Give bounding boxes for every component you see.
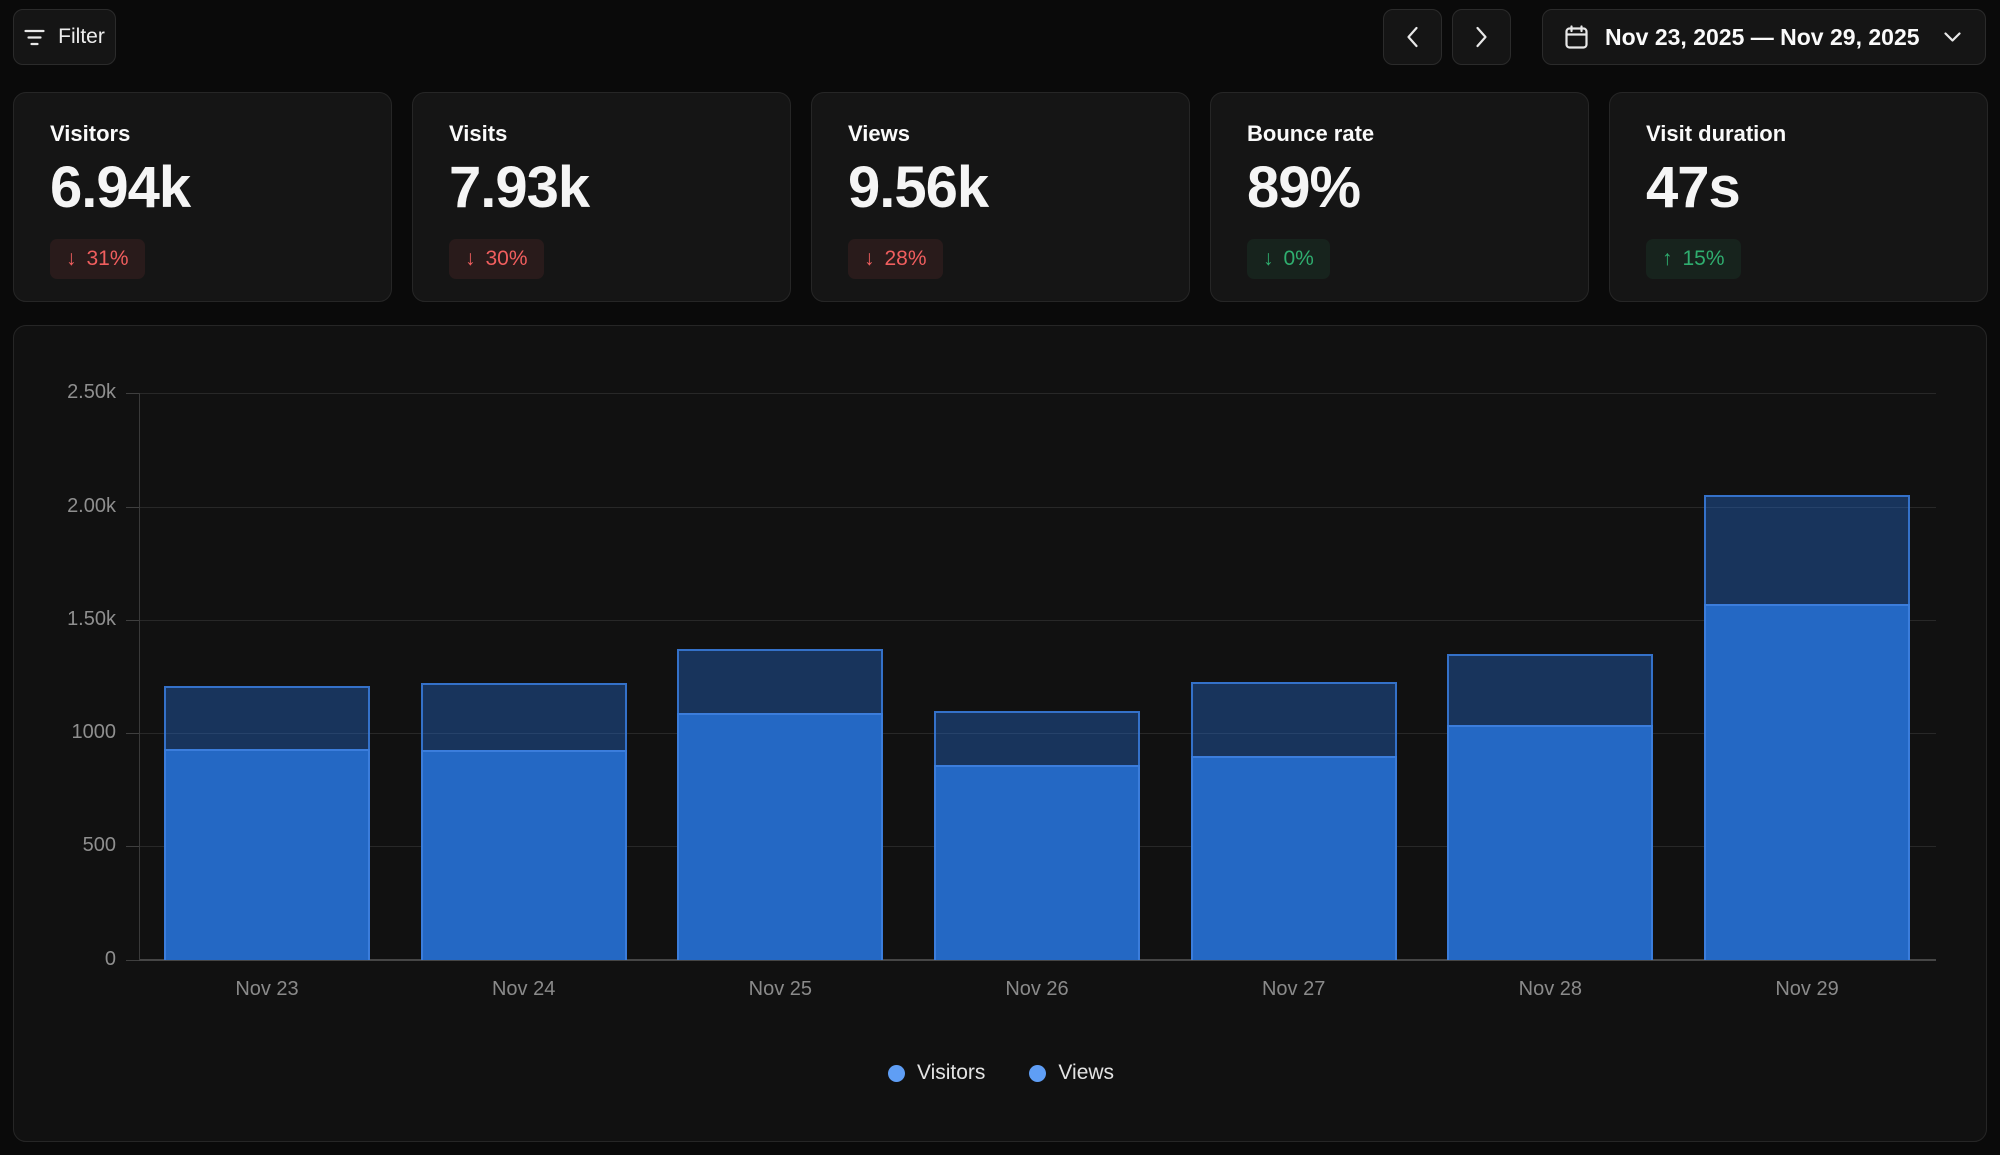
- y-tick: [126, 846, 139, 848]
- stat-card-visits[interactable]: Visits 7.93k ↓ 30%: [412, 92, 791, 302]
- x-axis-tick-label: Nov 26: [1005, 978, 1069, 1000]
- stat-card-title: Views: [848, 121, 910, 146]
- filter-icon: [24, 29, 45, 45]
- x-axis-tick-label: Nov 23: [235, 978, 299, 1000]
- stat-card-value: 89%: [1247, 155, 1361, 220]
- visitors-bar-nov-26[interactable]: [934, 764, 1140, 960]
- next-period-button[interactable]: [1452, 9, 1511, 65]
- gridline: [139, 733, 1936, 735]
- down-arrow-icon: ↓: [465, 247, 476, 270]
- y-axis: [139, 393, 140, 960]
- x-axis-tick-label: Nov 24: [491, 978, 556, 1000]
- stat-card-title: Bounce rate: [1247, 121, 1375, 146]
- chevron-left-icon: [1407, 26, 1418, 48]
- up-arrow-icon: ↑: [1662, 247, 1673, 270]
- legend-dot-icon: [1029, 1064, 1047, 1082]
- x-axis-tick-label: Nov 25: [748, 978, 813, 1000]
- chart-legend: Visitors Views: [14, 1061, 1988, 1085]
- change-badge: ↓ 31%: [50, 239, 145, 279]
- visitors-bar-nov-27[interactable]: [1190, 755, 1397, 960]
- stat-card-title: Visits: [449, 121, 508, 146]
- x-axis-tick-label: Nov 29: [1775, 978, 1839, 1000]
- visitors-bar-nov-25[interactable]: [677, 712, 884, 960]
- legend-label: Visitors: [916, 1061, 986, 1084]
- date-range-label: Nov 23, 2025 — Nov 29, 2025: [1605, 23, 1920, 50]
- chevron-right-icon: [1476, 26, 1487, 48]
- change-value: 15%: [1682, 247, 1725, 270]
- stat-card-value: 9.56k: [848, 155, 989, 220]
- y-axis-tick-label: 500: [82, 834, 116, 857]
- stat-card-value: 6.94k: [50, 155, 191, 220]
- gridline: [139, 619, 1936, 621]
- y-tick: [126, 959, 139, 961]
- gridline: [139, 393, 1936, 395]
- y-tick: [126, 506, 139, 508]
- change-value: 28%: [884, 247, 927, 270]
- y-axis-tick-label: 1.50k: [67, 607, 116, 630]
- visitors-bar-nov-24[interactable]: [420, 750, 627, 960]
- stat-card-bounce-rate[interactable]: Bounce rate 89% ↓ 0%: [1210, 92, 1589, 302]
- change-value: 30%: [485, 247, 528, 270]
- x-axis-tick-label: Nov 28: [1518, 978, 1583, 1000]
- down-arrow-icon: ↓: [1263, 247, 1274, 270]
- date-range-picker[interactable]: Nov 23, 2025 — Nov 29, 2025: [1542, 9, 1986, 65]
- stat-card-value: 47s: [1646, 155, 1741, 220]
- legend-item-visitors[interactable]: Visitors: [887, 1061, 986, 1085]
- down-arrow-icon: ↓: [66, 247, 77, 270]
- stat-card-value: 7.93k: [449, 155, 590, 220]
- legend-dot-icon: [887, 1064, 905, 1082]
- legend-item-views[interactable]: Views: [1029, 1061, 1114, 1085]
- calendar-icon: [1565, 25, 1588, 49]
- y-axis-tick-label: 1000: [71, 721, 117, 744]
- y-axis-tick-label: 2.00k: [67, 494, 116, 517]
- down-arrow-icon: ↓: [864, 247, 875, 270]
- visitors-bar-nov-23[interactable]: [164, 749, 370, 960]
- chevron-down-icon: [1944, 32, 1961, 42]
- y-tick: [126, 393, 139, 395]
- legend-label: Views: [1058, 1061, 1115, 1084]
- change-value: 31%: [86, 247, 129, 270]
- traffic-chart-panel: 0 500 1000 1.50k 2.00k 2.50k Nov 23 Nov 24 Nov …: [13, 325, 1987, 1142]
- filter-button[interactable]: Filter: [13, 9, 116, 65]
- stat-card-views[interactable]: Views 9.56k ↓ 28%: [811, 92, 1190, 302]
- y-axis-tick-label: 0: [104, 947, 116, 970]
- y-tick: [126, 619, 139, 621]
- y-axis-tick-label: 2.50k: [67, 381, 116, 404]
- gridline: [139, 506, 1936, 508]
- filter-button-label: Filter: [58, 25, 105, 48]
- x-axis-tick-label: Nov 27: [1261, 978, 1326, 1000]
- stat-card-title: Visit duration: [1646, 121, 1787, 146]
- y-tick: [126, 733, 139, 735]
- change-value: 0%: [1283, 247, 1314, 270]
- visitors-bar-nov-28[interactable]: [1447, 725, 1654, 960]
- x-axis-baseline: [139, 959, 1936, 962]
- visitors-bar-nov-29[interactable]: [1704, 604, 1911, 960]
- change-badge: ↓ 0%: [1247, 239, 1330, 279]
- change-badge: ↓ 28%: [848, 239, 943, 279]
- stat-card-visit-duration[interactable]: Visit duration 47s ↑ 15%: [1609, 92, 1988, 302]
- change-badge: ↑ 15%: [1646, 239, 1741, 279]
- stat-card-title: Visitors: [50, 121, 131, 146]
- change-badge: ↓ 30%: [449, 239, 544, 279]
- previous-period-button[interactable]: [1383, 9, 1442, 65]
- stat-card-visitors[interactable]: Visitors 6.94k ↓ 31%: [13, 92, 392, 302]
